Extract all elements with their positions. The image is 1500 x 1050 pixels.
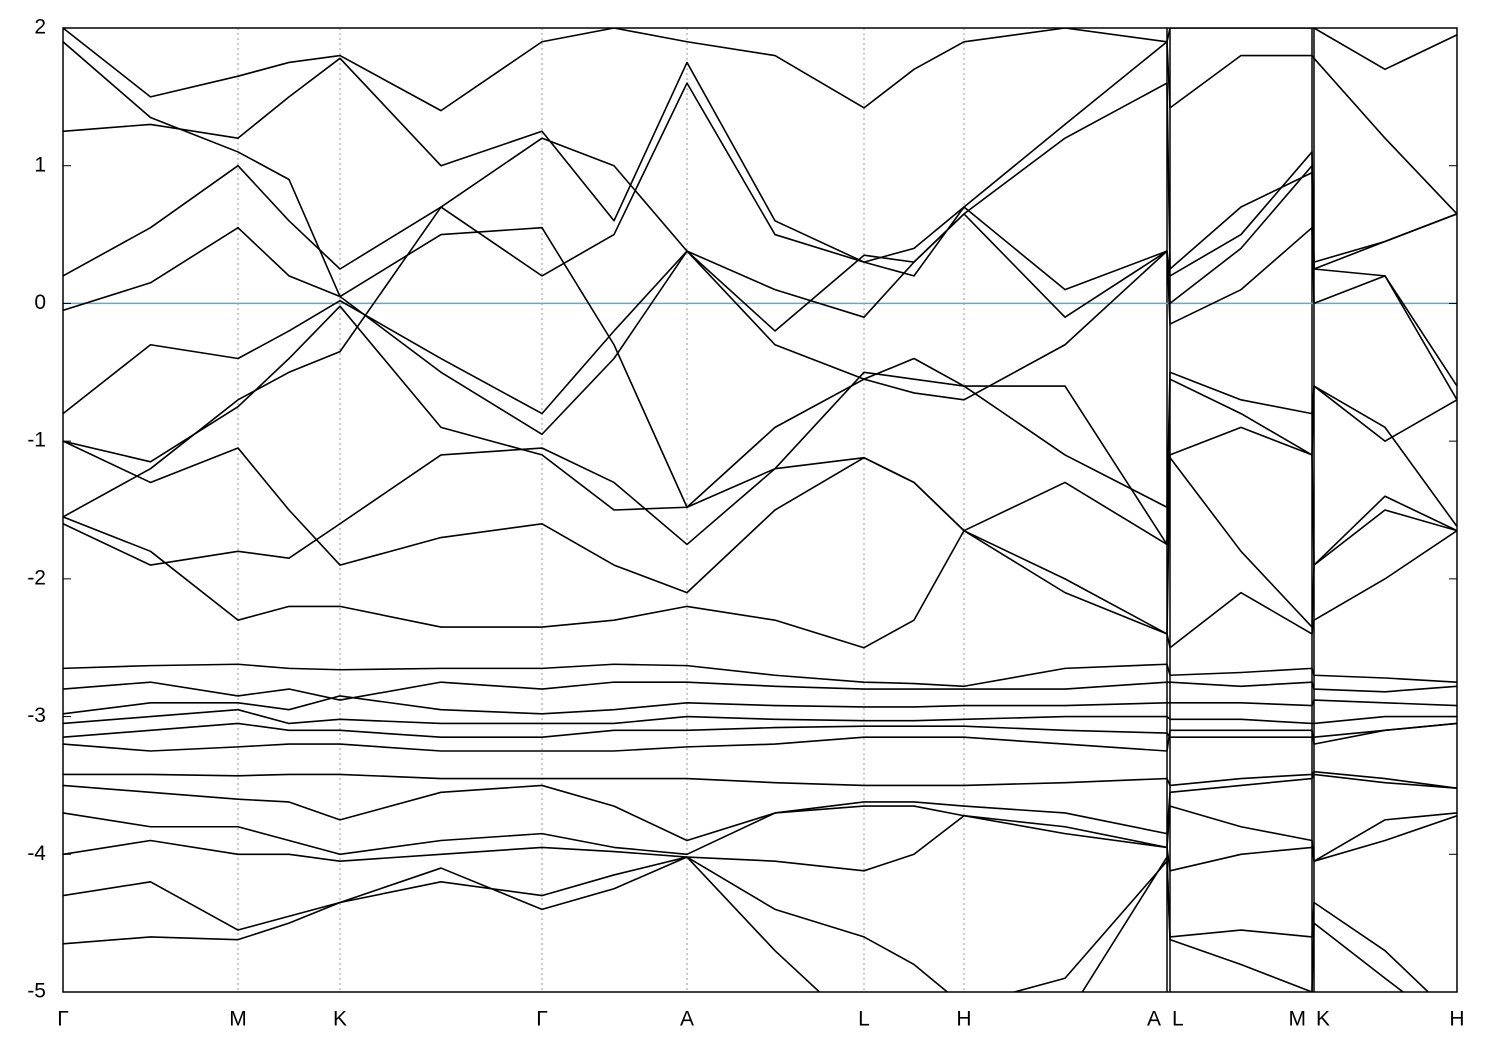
y-tick-label: -5 [27, 980, 46, 1003]
bands [63, 28, 1457, 992]
y-tick-label: -4 [27, 842, 46, 865]
y-tick-label: -3 [27, 704, 46, 727]
band [63, 856, 1405, 992]
y-tick-label: -2 [27, 566, 46, 589]
band [63, 722, 1457, 752]
band [63, 82, 1457, 518]
band [63, 856, 1430, 992]
x-tick-label: K [1316, 1008, 1330, 1031]
x-tick-label: M [229, 1008, 247, 1031]
band [63, 663, 1457, 688]
band [63, 516, 1457, 649]
x-tick-label: A [680, 1008, 694, 1031]
band [63, 770, 1457, 789]
band [63, 695, 1457, 715]
band [63, 426, 1457, 566]
x-tick-label: Γ [536, 1008, 548, 1031]
x-tick-label: L [1172, 1008, 1184, 1031]
y-tick-label: 2 [34, 16, 46, 39]
axes: 210-1-2-3-4-5Γ M K Γ A L H A L M K H [27, 16, 1464, 1031]
band [63, 805, 1457, 862]
x-tick-label: K [333, 1008, 347, 1031]
band [63, 708, 1457, 725]
band [63, 28, 1457, 112]
x-tick-label: A [1147, 1008, 1161, 1031]
band [63, 40, 1457, 277]
x-tick-label: H [956, 1008, 971, 1031]
band [63, 41, 1457, 546]
band [63, 722, 1457, 739]
band [63, 814, 1457, 872]
y-tick-label: 1 [34, 153, 46, 176]
x-tick-label: H [1449, 1008, 1464, 1031]
y-tick-label: -1 [27, 429, 46, 452]
band [63, 773, 1457, 842]
y-tick-label: 0 [34, 291, 46, 314]
plot-frame [62, 27, 1458, 993]
band [63, 681, 1457, 701]
band [63, 164, 1457, 415]
x-tick-label: M [1289, 1008, 1307, 1031]
band [63, 305, 1457, 511]
x-tick-label: L [858, 1008, 870, 1031]
x-tick-label: Γ [57, 1008, 69, 1031]
